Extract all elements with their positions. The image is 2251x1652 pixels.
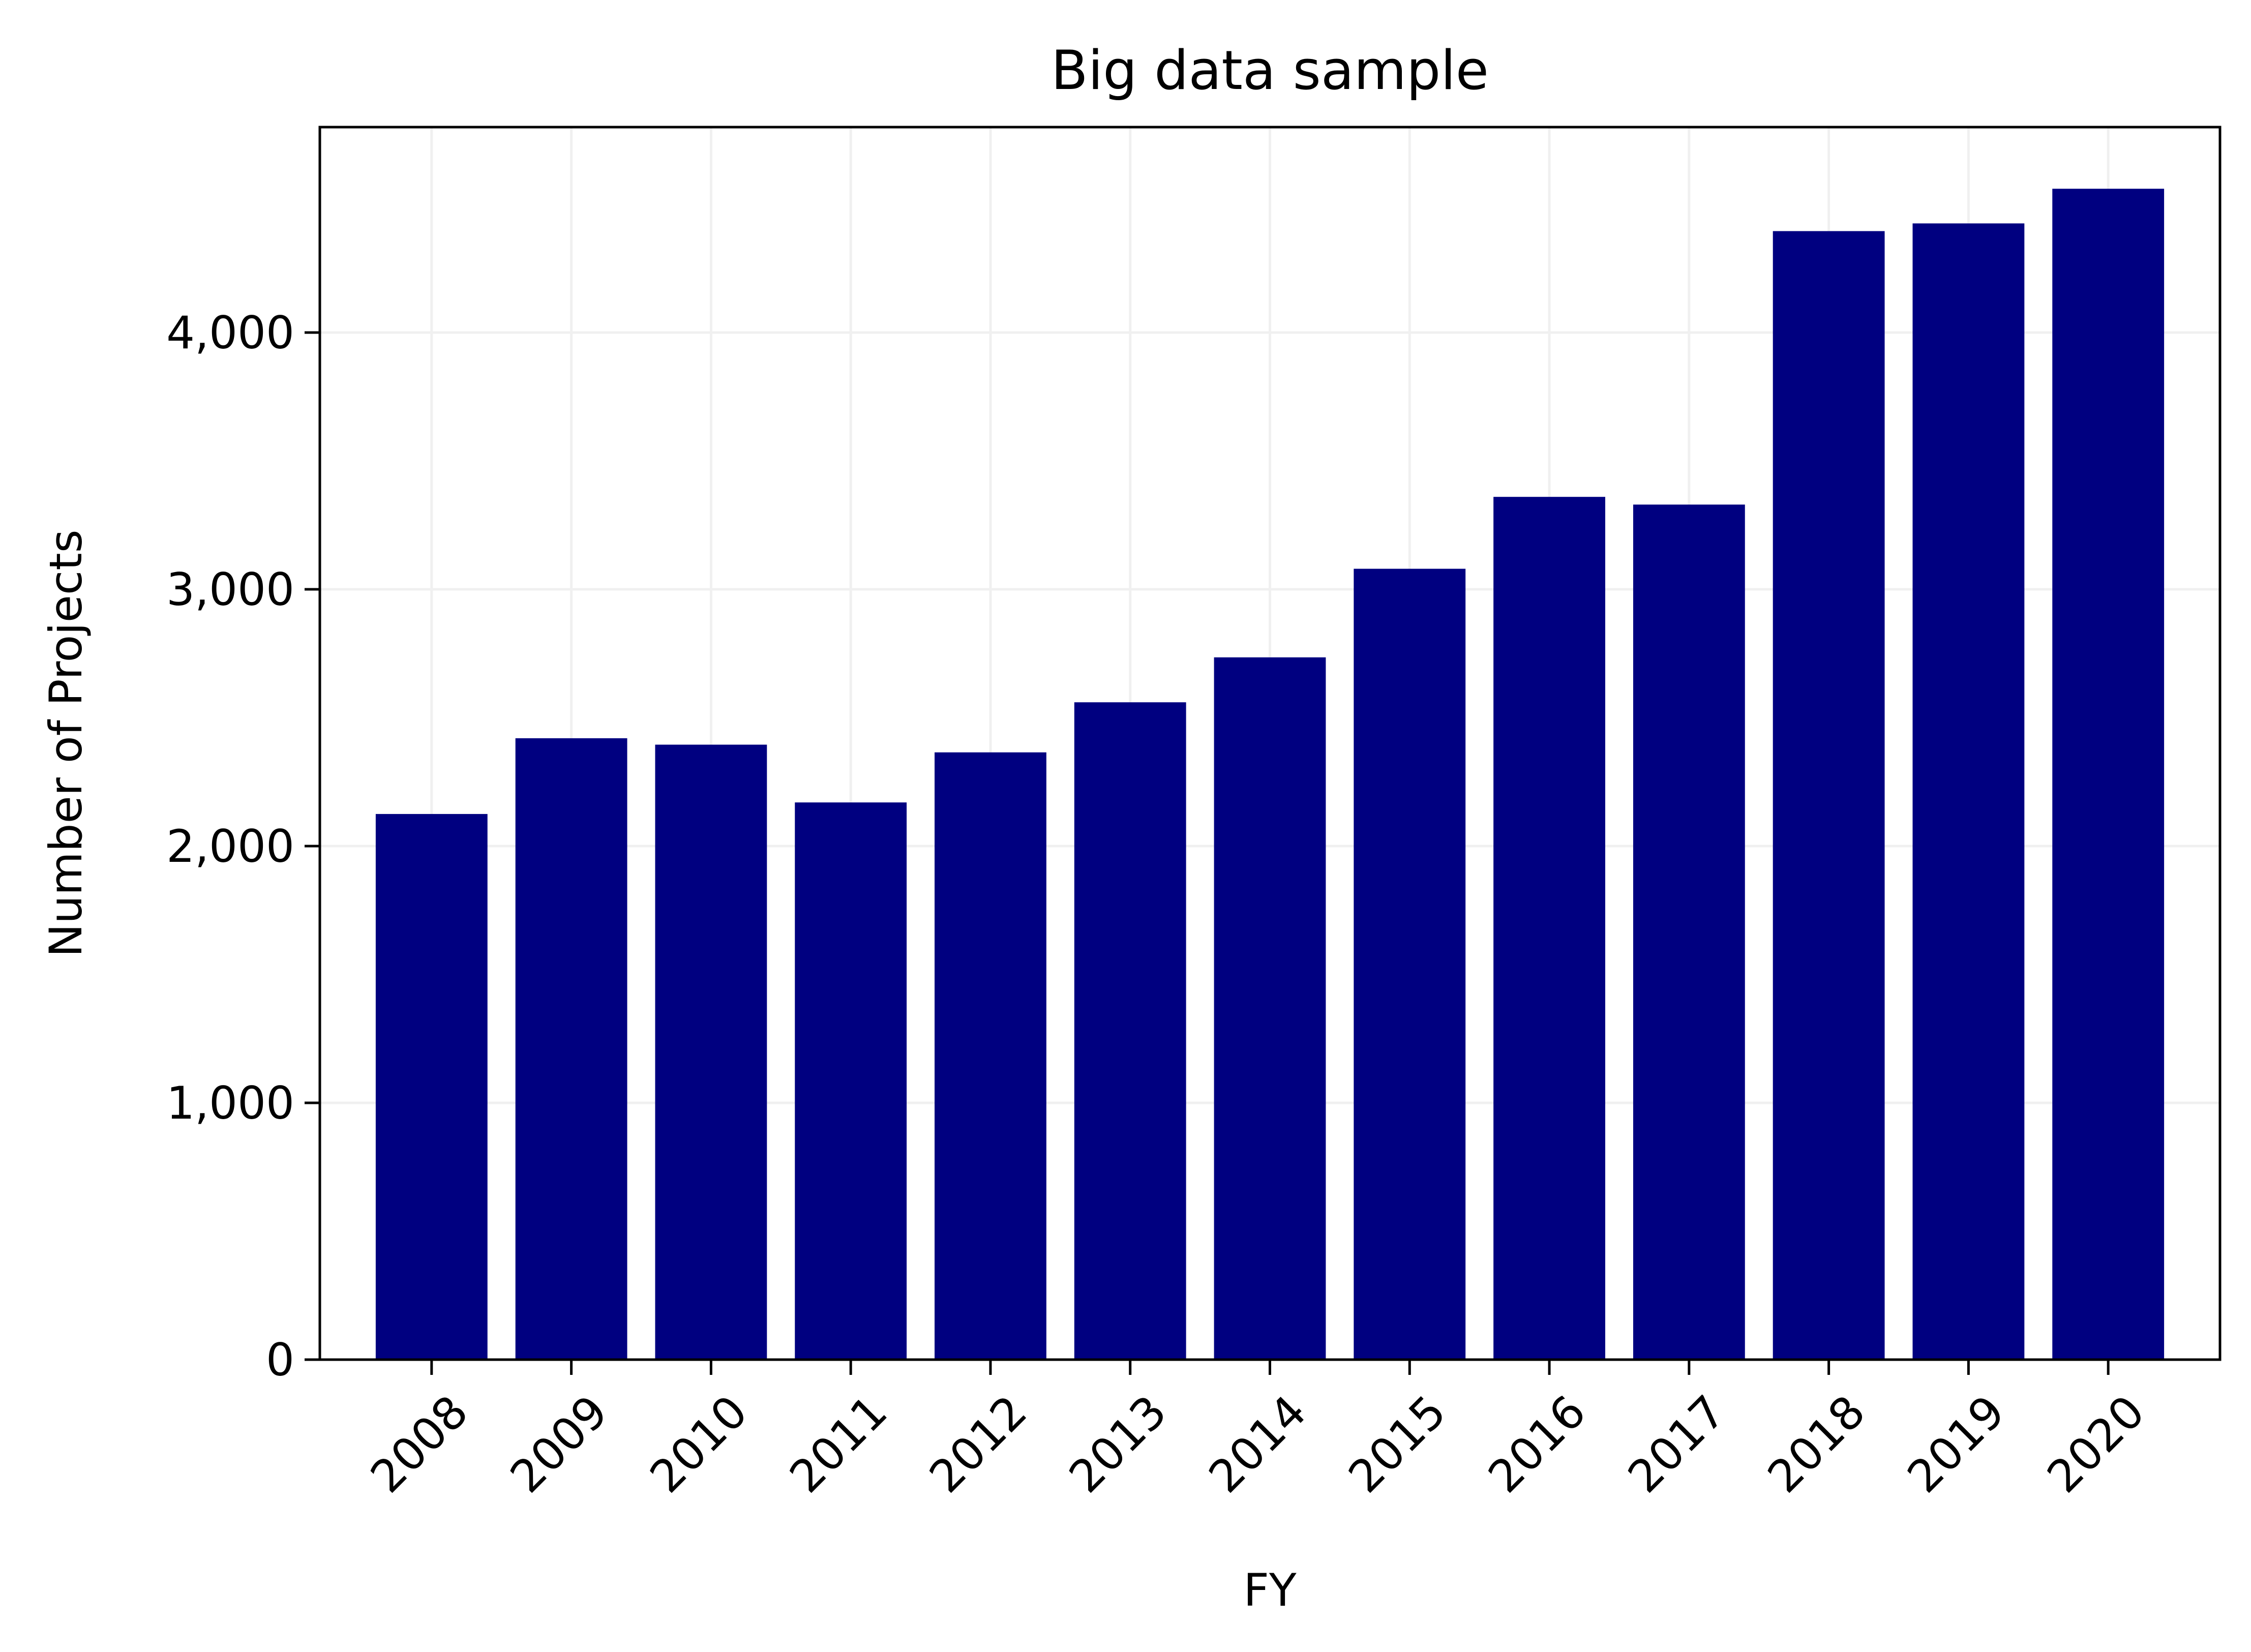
y-tick-label: 2,000 [166,820,294,873]
bar-2018 [1773,231,1885,1360]
y-axis-ticks: 0 1,000 2,000 3,000 4,000 [166,307,320,1386]
bar-2011 [795,802,907,1360]
bar-2015 [1354,568,1466,1360]
bar-2012 [935,752,1046,1360]
bars [375,189,2165,1360]
bar-2009 [515,738,627,1360]
y-tick-label: 3,000 [166,563,294,616]
bar-2020 [2052,189,2165,1360]
bar-2017 [1633,504,1745,1360]
y-tick-label: 0 [266,1334,294,1386]
chart-title: Big data sample [1051,39,1489,102]
y-tick-label: 1,000 [166,1077,294,1129]
bar-2019 [1912,223,2025,1360]
bar-2010 [655,744,767,1360]
y-axis-label: Number of Projects [40,529,92,957]
bar-2014 [1214,657,1326,1360]
bar-2013 [1074,702,1186,1360]
y-tick-label: 4,000 [166,307,294,359]
x-axis-label: FY [1243,1564,1297,1616]
bar-2016 [1493,497,1605,1360]
bar-2008 [375,814,488,1360]
